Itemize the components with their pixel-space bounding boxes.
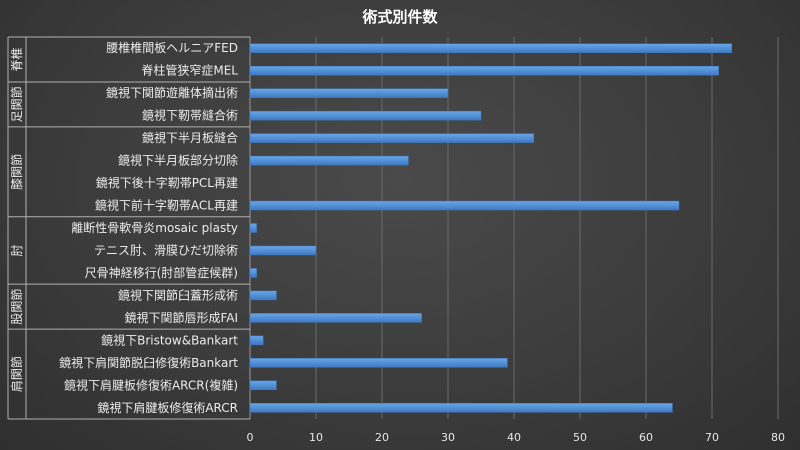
group-label: 肩関節 bbox=[9, 356, 24, 392]
bar bbox=[249, 290, 277, 301]
category-label: 脊柱管狭窄症MEL bbox=[141, 63, 238, 78]
bar bbox=[249, 313, 422, 323]
category-label: 鏡視下後十字靭帯PCL再建 bbox=[96, 175, 238, 190]
category-label: 鏡視下関節遊離体摘出術 bbox=[106, 85, 238, 100]
category-label: 鏡視下前十字靭帯ACL再建 bbox=[95, 198, 238, 213]
group-label: 脊椎 bbox=[9, 47, 24, 71]
category-labels: 腰椎椎間板ヘルニアFED 脊柱管狭窄症MEL 鏡視下関節遊離体摘出術鏡視下靭帯縫合術… bbox=[59, 40, 238, 415]
category-label: 離断性骨軟骨炎mosaic plasty bbox=[71, 220, 238, 235]
category-label: 尺骨神経移行(肘部管症候群) bbox=[85, 265, 238, 280]
x-tick-label: 10 bbox=[309, 431, 323, 444]
category-label: テニス肘、滑膜ひだ切除術 bbox=[94, 242, 238, 257]
category-label: 鏡視下半月板部分切除 bbox=[118, 153, 238, 168]
category-label: 鏡視下肩腱板修復術ARCR(複雑) bbox=[64, 377, 238, 392]
bar bbox=[249, 380, 277, 391]
bar bbox=[249, 200, 680, 211]
group-label: 肘 bbox=[9, 244, 24, 256]
category-label: 鏡視下靭帯縫合術 bbox=[142, 108, 238, 123]
bar bbox=[249, 335, 264, 346]
x-tick-label: 40 bbox=[507, 431, 521, 444]
bar bbox=[249, 403, 673, 413]
x-tick-label: 0 bbox=[247, 431, 254, 444]
x-tick-label: 50 bbox=[573, 431, 587, 444]
group-label: 足関節 bbox=[9, 86, 24, 122]
category-label: 鏡視下Bristow&Bankart bbox=[101, 332, 238, 347]
x-axis-ticks: 0 10 20 30 40 50 60 70 80 bbox=[247, 431, 786, 444]
grid-lines bbox=[249, 37, 779, 419]
category-label: 腰椎椎間板ヘルニアFED bbox=[106, 40, 238, 55]
group-label: 膝関節 bbox=[9, 154, 24, 190]
bar bbox=[249, 43, 733, 53]
group-label: 股関節 bbox=[9, 289, 24, 325]
category-label: 鏡視下関節臼蓋形成術 bbox=[118, 287, 238, 302]
chart-title: 術式別件数 bbox=[361, 8, 438, 26]
bar bbox=[249, 65, 719, 76]
x-tick-label: 60 bbox=[639, 431, 653, 444]
category-label: 鏡視下肩腱板修復術ARCR bbox=[97, 400, 238, 415]
x-tick-label: 30 bbox=[441, 431, 455, 444]
bar bbox=[249, 110, 482, 121]
category-label: 鏡視下肩関節脱臼修復術Bankart bbox=[59, 355, 238, 370]
x-tick-label: 80 bbox=[771, 431, 785, 444]
bar bbox=[249, 358, 508, 368]
bar bbox=[249, 133, 535, 143]
bar bbox=[249, 88, 449, 98]
bar bbox=[249, 155, 409, 166]
bar bbox=[249, 268, 257, 278]
x-tick-label: 70 bbox=[705, 431, 719, 444]
bar bbox=[249, 223, 257, 233]
bar bbox=[249, 245, 317, 256]
bars bbox=[249, 43, 733, 413]
x-tick-label: 20 bbox=[375, 431, 389, 444]
category-label: 鏡視下半月板縫合 bbox=[142, 130, 238, 145]
category-label: 鏡視下関節唇形成FAI bbox=[124, 310, 238, 325]
